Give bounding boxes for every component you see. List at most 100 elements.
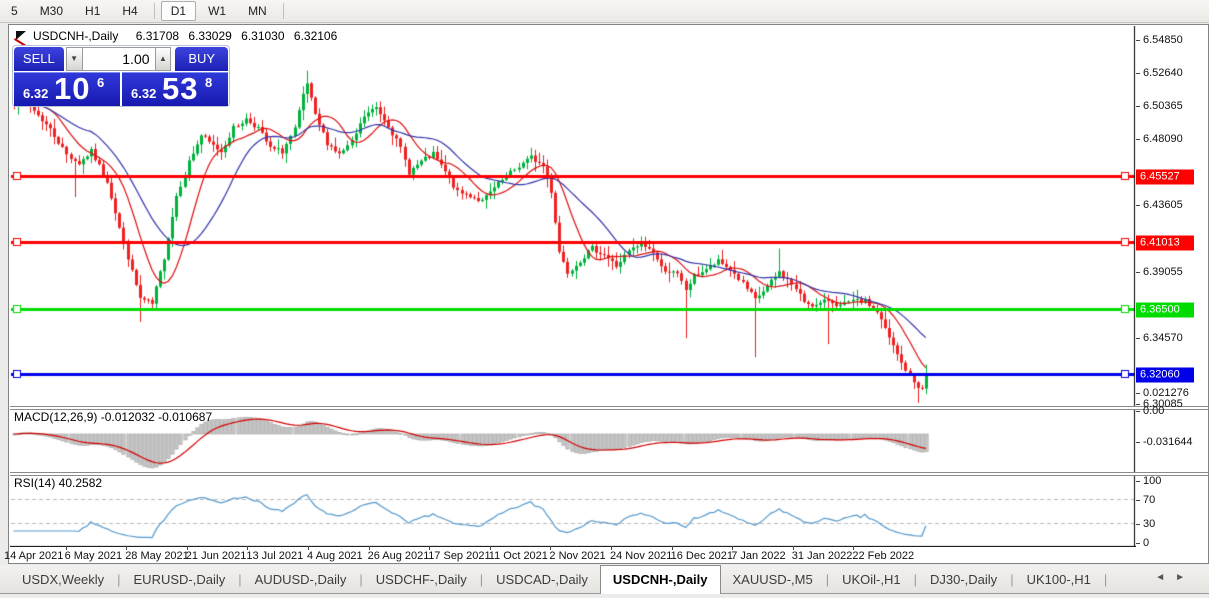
tab-scroll-arrows[interactable]: ◄► [1155,572,1195,583]
chart-tab-usdcnh-daily[interactable]: USDCNH-,Daily [599,564,721,594]
sell-price-base: 6.32 [23,86,49,101]
tab-separator: | [359,571,363,587]
tab-separator: | [238,571,242,587]
axis-tick [1136,72,1140,74]
rsi-label: RSI(14) 40.2582 [14,476,103,490]
volume-increase-button[interactable]: ▲ [154,47,172,71]
tab-separator: | [913,571,917,587]
chart-window: USDCNH-,Daily 6.31708 6.33029 6.31030 6.… [8,24,1209,564]
timeframe-button-h1[interactable]: H1 [85,4,101,18]
time-tick [489,546,491,550]
rsi-pane-separator[interactable] [10,472,1208,476]
tab-separator: | [1010,571,1014,587]
buy-price-display[interactable]: 6.32 53 8 [122,71,228,106]
chart-tab-usdcad-daily[interactable]: USDCAD-,Daily [496,571,588,587]
timeframe-button-m30[interactable]: M30 [39,4,64,18]
time-tick [853,546,855,550]
ohlc-high: 6.33029 [188,29,232,43]
axis-tick [1136,481,1140,482]
time-tick [126,546,128,550]
price-tick-label: 6.39055 [1143,266,1183,279]
time-tick [247,546,249,550]
time-tick-label: 11 Oct 2021 [488,550,548,562]
chart-tab-usdchf-daily[interactable]: USDCHF-,Daily [375,571,467,587]
time-tick-label: 21 Jun 2021 [185,550,247,562]
axis-tick [1136,543,1140,544]
chart-tab-audusd-daily[interactable]: AUDUSD-,Daily [254,571,347,587]
buy-price-base: 6.32 [131,86,157,101]
timeframe-button-mn[interactable]: MN [248,4,267,18]
timeframe-toolbar: 5 M30 H1 H4 D1 W1 MN [0,0,1209,23]
ohlc-open: 6.31708 [135,29,180,43]
price-tick-label: 6.34570 [1143,332,1183,345]
axis-tick [1136,524,1140,526]
time-tick-label: 28 May 2021 [125,550,189,562]
axis-tick [1136,338,1140,340]
timeframe-button-d1[interactable]: D1 [160,1,197,21]
chart-tab-dj30-daily[interactable]: DJ30-,Daily [930,571,998,587]
tab-separator: | [117,571,121,587]
toolbar-separator [153,3,155,19]
chart-tab-ukoil-h1[interactable]: UKOil-,H1 [842,571,901,587]
toolbar-separator [282,3,284,19]
rsi-tick-label: 0 [1143,537,1150,549]
buy-price-point: 8 [205,75,213,90]
chart-tab-uk100-h1[interactable]: UK100-,H1 [1026,571,1091,587]
bottom-strip [0,594,1209,598]
rsi-tick-label: 100 [1143,475,1162,487]
sell-button[interactable]: SELL [14,47,64,71]
time-tick-label: 13 Jul 2021 [246,550,304,562]
time-tick-label: 4 Aug 2021 [307,550,363,562]
time-tick [308,546,309,550]
time-tick-label: 6 May 2021 [64,550,123,562]
buy-button[interactable]: BUY [175,47,228,71]
price-tick-label: 6.54850 [1143,34,1183,47]
time-tick-label: 2 Nov 2021 [549,550,606,562]
chart-tab-usdx-weekly[interactable]: USDX,Weekly [22,571,105,587]
buy-price-pips: 53 [162,71,199,106]
macd-label: MACD(12,26,9) -0.012032 -0.010687 [14,410,213,424]
rsi-tick-label: 70 [1143,493,1156,506]
chart-symbol-icon [16,31,26,40]
sell-price-pips: 10 [54,71,91,106]
macd-tick-label: 0.00 [1143,405,1165,417]
volume-input[interactable] [82,47,155,71]
timeframe-button-5[interactable]: 5 [11,4,18,18]
time-tick-label: 7 Jan 2022 [731,550,786,562]
time-tick [671,546,673,550]
sell-price-display[interactable]: 6.32 10 6 [14,71,120,106]
chart-tab-bar: USDX,Weekly | EURUSD-,Daily | AUDUSD-,Daily |… [0,564,1209,594]
chart-tab-xauusd-m5[interactable]: XAUUSD-,M5 [732,571,813,587]
time-tick-label: 31 Jan 2022 [791,550,853,562]
price-tick-label: 6.48090 [1143,133,1183,146]
chart-tab-eurusd-daily[interactable]: EURUSD-,Daily [133,571,226,587]
price-axis: 6.54850 6.52640 6.50365 6.48090 6.43605 6.390… [1136,26,1208,549]
time-tick-label: 14 Apr 2021 [4,550,64,562]
timeframe-button-w1[interactable]: W1 [208,4,227,18]
one-click-trade-panel: SELL ▼ ▲ BUY 6.32 10 6 6.32 53 8 [12,45,230,107]
axis-tick [1136,40,1140,42]
axis-tick [1136,411,1140,412]
axis-tick [1136,393,1140,394]
axis-tick [1136,205,1140,207]
time-tick [611,546,612,550]
time-tick [368,546,370,550]
price-tick-label: 6.30085 [1143,398,1183,411]
time-tick-label: 26 Aug 2021 [367,550,430,562]
ohlc-low: 6.31030 [241,29,285,43]
axis-tick [1136,404,1140,406]
macd-tick-label: 0.021276 [1143,387,1189,399]
price-tick-label: 6.52640 [1143,66,1183,79]
axis-tick [1136,442,1140,443]
rsi-tick-label: 30 [1143,518,1156,531]
price-tick-label: 6.43605 [1143,199,1183,212]
chart-canvas[interactable] [10,26,1136,547]
sell-price-point: 6 [97,75,105,90]
timeframe-button-h4[interactable]: H4 [122,4,138,18]
time-tick [186,546,188,550]
time-tick-label: 16 Dec 2021 [670,550,733,562]
price-tick-label: 6.50365 [1143,99,1183,112]
axis-tick [1136,139,1140,141]
volume-decrease-button[interactable]: ▼ [65,47,83,71]
macd-pane-separator[interactable] [10,406,1208,410]
